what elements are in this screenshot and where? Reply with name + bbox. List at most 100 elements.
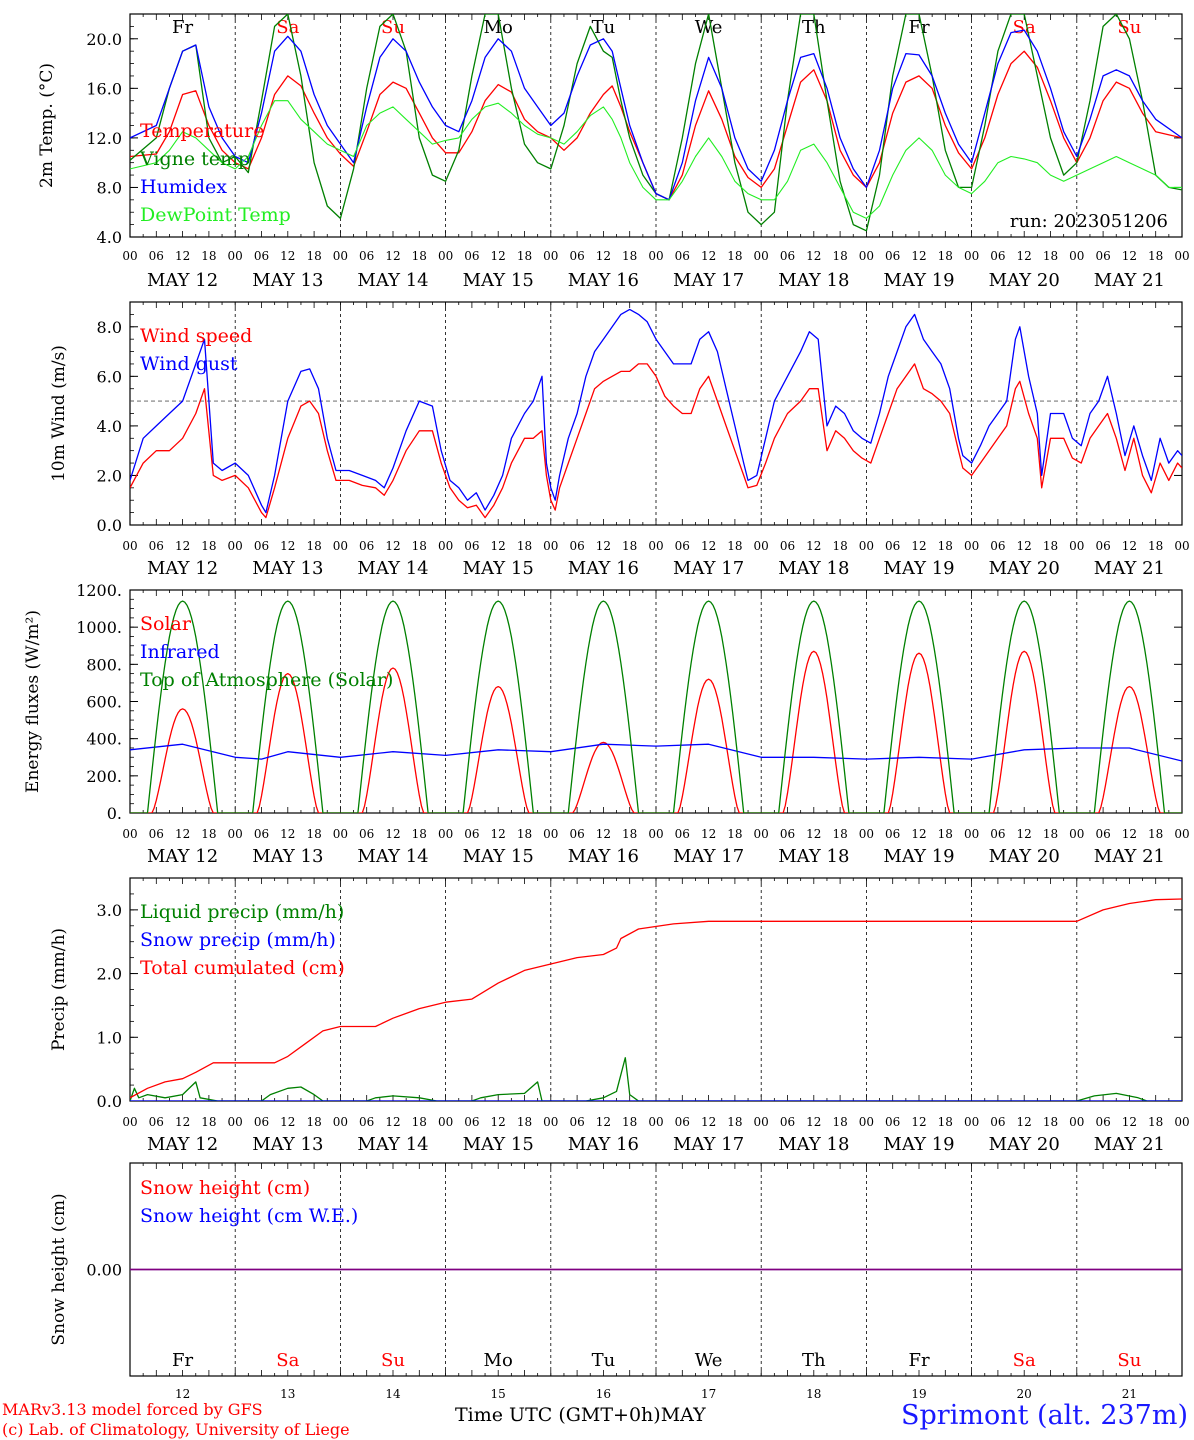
x-hour-label: 12 <box>806 249 821 263</box>
x-date-label: MAY 21 <box>1094 558 1165 579</box>
legend-entry: Liquid precip (mm/h) <box>140 901 344 923</box>
x-hour-label: 12 <box>385 827 400 841</box>
x-hour-label: 06 <box>1095 1115 1110 1129</box>
legend-entry: Vigne temp <box>139 148 250 170</box>
series-group <box>130 898 1182 1101</box>
x-hour-label: 00 <box>1069 249 1084 263</box>
y-axis-label: Precip (mm/h) <box>49 928 69 1051</box>
day-number-label: 15 <box>491 1387 506 1401</box>
x-hour-label: 06 <box>885 539 900 553</box>
weekday-label: Mo <box>484 1350 513 1371</box>
time-axis-caption: Time UTC (GMT+0h)MAY <box>455 1404 706 1426</box>
x-hour-label: 18 <box>201 827 216 841</box>
x-hour-label: 06 <box>675 539 690 553</box>
x-hour-label: 00 <box>1174 539 1189 553</box>
x-hour-label: 12 <box>491 827 506 841</box>
x-date-label: MAY 15 <box>463 270 534 291</box>
y-axis-label: Energy fluxes (W/m²) <box>23 610 43 793</box>
x-hour-label: 00 <box>333 249 348 263</box>
x-hour-label: 18 <box>201 249 216 263</box>
x-hour-label: 18 <box>622 1115 637 1129</box>
weekday-label: We <box>695 1350 723 1371</box>
x-hour-label: 12 <box>1017 1115 1032 1129</box>
x-hour-label: 00 <box>859 539 874 553</box>
x-hour-label: 12 <box>385 539 400 553</box>
weekday-label: Su <box>1117 1350 1141 1371</box>
x-hour-label: 12 <box>175 1115 190 1129</box>
series-line <box>130 363 1182 519</box>
time-axis-caption-text: Time UTC (GMT+0h) <box>455 1404 661 1426</box>
y-tick-label: 0.0 <box>97 1092 122 1111</box>
x-hour-label: 12 <box>911 249 926 263</box>
x-hour-label: 12 <box>911 827 926 841</box>
day-number-label: 12 <box>175 1387 190 1401</box>
x-date-label: MAY 18 <box>778 1134 849 1155</box>
x-hour-label: 06 <box>675 827 690 841</box>
weekday-label: Su <box>381 17 405 38</box>
x-hour-label: 00 <box>122 249 137 263</box>
x-hour-label: 06 <box>1095 827 1110 841</box>
x-date-label: MAY 15 <box>463 1134 534 1155</box>
x-hour-label: 18 <box>517 827 532 841</box>
y-axis-label: Snow height (cm) <box>49 1193 69 1345</box>
x-hour-label: 06 <box>1095 539 1110 553</box>
y-tick-label: 12.0 <box>86 129 122 148</box>
series-line <box>130 1057 1182 1101</box>
plot-frame <box>129 301 1183 526</box>
x-date-label: MAY 20 <box>989 558 1060 579</box>
x-hour-label: 00 <box>438 539 453 553</box>
series-line <box>130 650 1182 813</box>
x-date-label: MAY 12 <box>147 1134 218 1155</box>
weekday-label: Sa <box>1013 17 1036 38</box>
y-tick-label: 6.0 <box>97 367 122 386</box>
x-hour-label: 00 <box>228 249 243 263</box>
x-hour-label: 06 <box>780 827 795 841</box>
x-date-label: MAY 20 <box>989 270 1060 291</box>
x-date-label: MAY 18 <box>778 270 849 291</box>
series-line <box>130 600 1182 813</box>
x-date-label: MAY 21 <box>1094 846 1165 867</box>
x-date-label: MAY 12 <box>147 558 218 579</box>
x-hour-label: 06 <box>1095 249 1110 263</box>
x-hour-label: 06 <box>885 827 900 841</box>
x-hour-label: 12 <box>911 1115 926 1129</box>
panel-1: 4.0 8.0 12.0 16.0 20.0 2m Temp. (°C) 00 06 12 18 0… <box>37 13 1190 291</box>
x-hour-label: 12 <box>491 249 506 263</box>
x-hour-label: 12 <box>280 1115 295 1129</box>
x-hour-label: 06 <box>254 827 269 841</box>
x-date-label: MAY 13 <box>252 270 323 291</box>
x-hour-label: 12 <box>596 249 611 263</box>
panel-2: 0.0 2.0 4.0 6.0 8.0 10m Wind (m/s) 00 06 12 18 00 0… <box>49 301 1190 579</box>
x-hour-label: 00 <box>648 249 663 263</box>
x-hour-label: 12 <box>1122 827 1137 841</box>
x-hour-label: 00 <box>754 539 769 553</box>
weekday-label: Th <box>802 17 826 38</box>
x-hour-label: 06 <box>675 249 690 263</box>
x-hour-label: 06 <box>780 539 795 553</box>
x-hour-label: 12 <box>596 539 611 553</box>
weekday-label: Tu <box>592 1350 616 1371</box>
weekday-label: Mo <box>484 17 513 38</box>
x-date-label: MAY 14 <box>357 1134 428 1155</box>
x-hour-label: 18 <box>938 827 953 841</box>
x-hour-label: 00 <box>438 1115 453 1129</box>
x-hour-label: 00 <box>543 827 558 841</box>
weekday-label: Tu <box>592 17 616 38</box>
weekday-label: Th <box>802 1350 826 1371</box>
x-hour-label: 06 <box>149 1115 164 1129</box>
x-hour-label: 00 <box>333 539 348 553</box>
y-tick-label: 8.0 <box>97 318 122 337</box>
day-number-label: 13 <box>280 1387 295 1401</box>
x-date-label: MAY 17 <box>673 270 744 291</box>
x-hour-label: 06 <box>149 827 164 841</box>
x-hour-label: 06 <box>990 249 1005 263</box>
x-hour-label: 06 <box>359 249 374 263</box>
x-hour-label: 00 <box>964 827 979 841</box>
x-date-label: MAY 21 <box>1094 270 1165 291</box>
x-hour-label: 06 <box>149 539 164 553</box>
site-label: Sprimont (alt. 237m) <box>901 1400 1188 1431</box>
x-date-label: MAY 18 <box>778 846 849 867</box>
x-hour-label: 06 <box>569 1115 584 1129</box>
x-hour-label: 18 <box>412 827 427 841</box>
